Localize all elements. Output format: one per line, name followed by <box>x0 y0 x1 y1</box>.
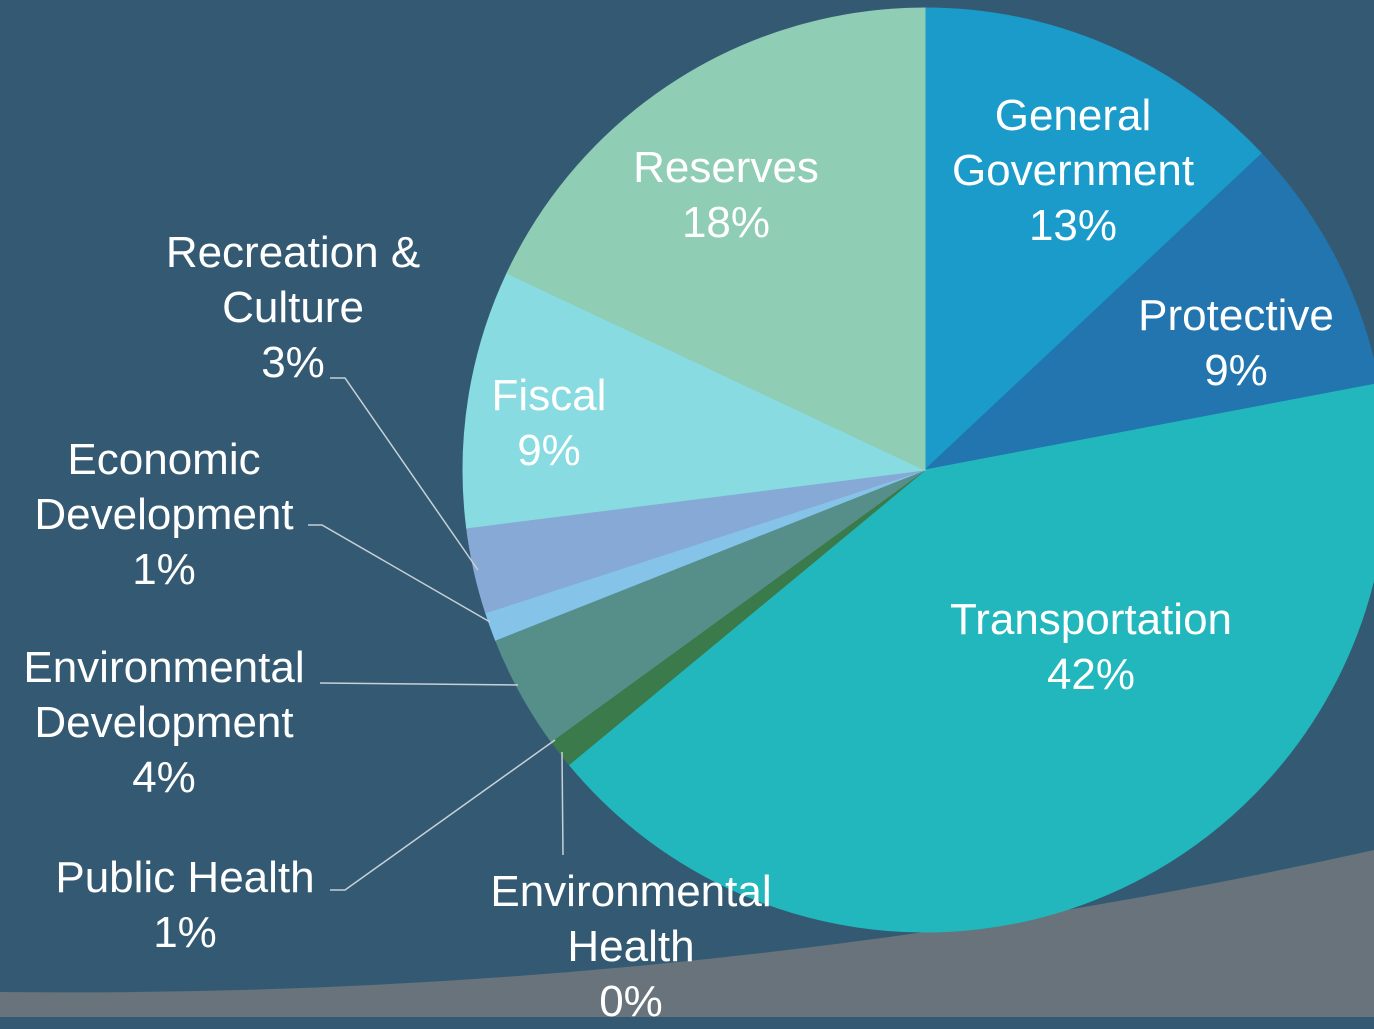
slice-name: General Government <box>951 91 1195 195</box>
slice-label: General Government 13% <box>928 88 1218 253</box>
slice-label: Protective 9% <box>1106 288 1366 398</box>
leader-line <box>561 751 564 856</box>
slice-label: Economic Development 1% <box>9 432 319 597</box>
slice-value: 4% <box>132 753 196 802</box>
pie-slice <box>506 7 926 471</box>
pie-slice <box>462 272 927 529</box>
leader-line <box>330 739 556 891</box>
pie-slice <box>568 383 1374 933</box>
slice-name: Recreation & Culture <box>165 228 421 332</box>
pie-slice <box>923 153 1374 471</box>
slice-label: Environmental Development 4% <box>0 640 329 805</box>
pie-slice <box>924 7 1263 472</box>
slice-value: 9% <box>1204 346 1268 395</box>
leader-line <box>319 682 519 686</box>
slice-name: Fiscal <box>491 371 607 420</box>
slice-value: 1% <box>132 545 196 594</box>
slice-value: 18% <box>681 198 771 247</box>
leader-lines <box>308 377 564 891</box>
slice-label: Environmental Health 0% <box>461 864 801 1029</box>
background-swoosh <box>0 850 1374 1017</box>
slice-label: Fiscal 9% <box>449 368 649 478</box>
slice-name: Environmental Development <box>23 643 305 747</box>
slice-value: 0% <box>599 977 663 1026</box>
slice-value: 13% <box>1028 201 1118 250</box>
leader-line <box>330 377 479 571</box>
slices <box>462 7 1374 933</box>
leader-line <box>308 524 491 623</box>
slice-label: Transportation 42% <box>921 592 1261 702</box>
slice-label: Public Health 1% <box>25 850 345 960</box>
slice-name: Protective <box>1138 291 1334 340</box>
slice-name: Economic Development <box>34 435 294 539</box>
slice-name: Environmental Health <box>490 867 772 971</box>
slice-name: Reserves <box>633 143 819 192</box>
slice-value: 9% <box>517 426 581 475</box>
slice-value: 3% <box>261 338 325 387</box>
slice-value: 1% <box>153 908 217 957</box>
slice-name: Public Health <box>55 853 315 902</box>
slice-label: Recreation & Culture 3% <box>143 225 443 390</box>
slice-label: Reserves 18% <box>596 140 856 250</box>
slice-name: Transportation <box>949 595 1233 644</box>
slice-value: 42% <box>1046 650 1136 699</box>
